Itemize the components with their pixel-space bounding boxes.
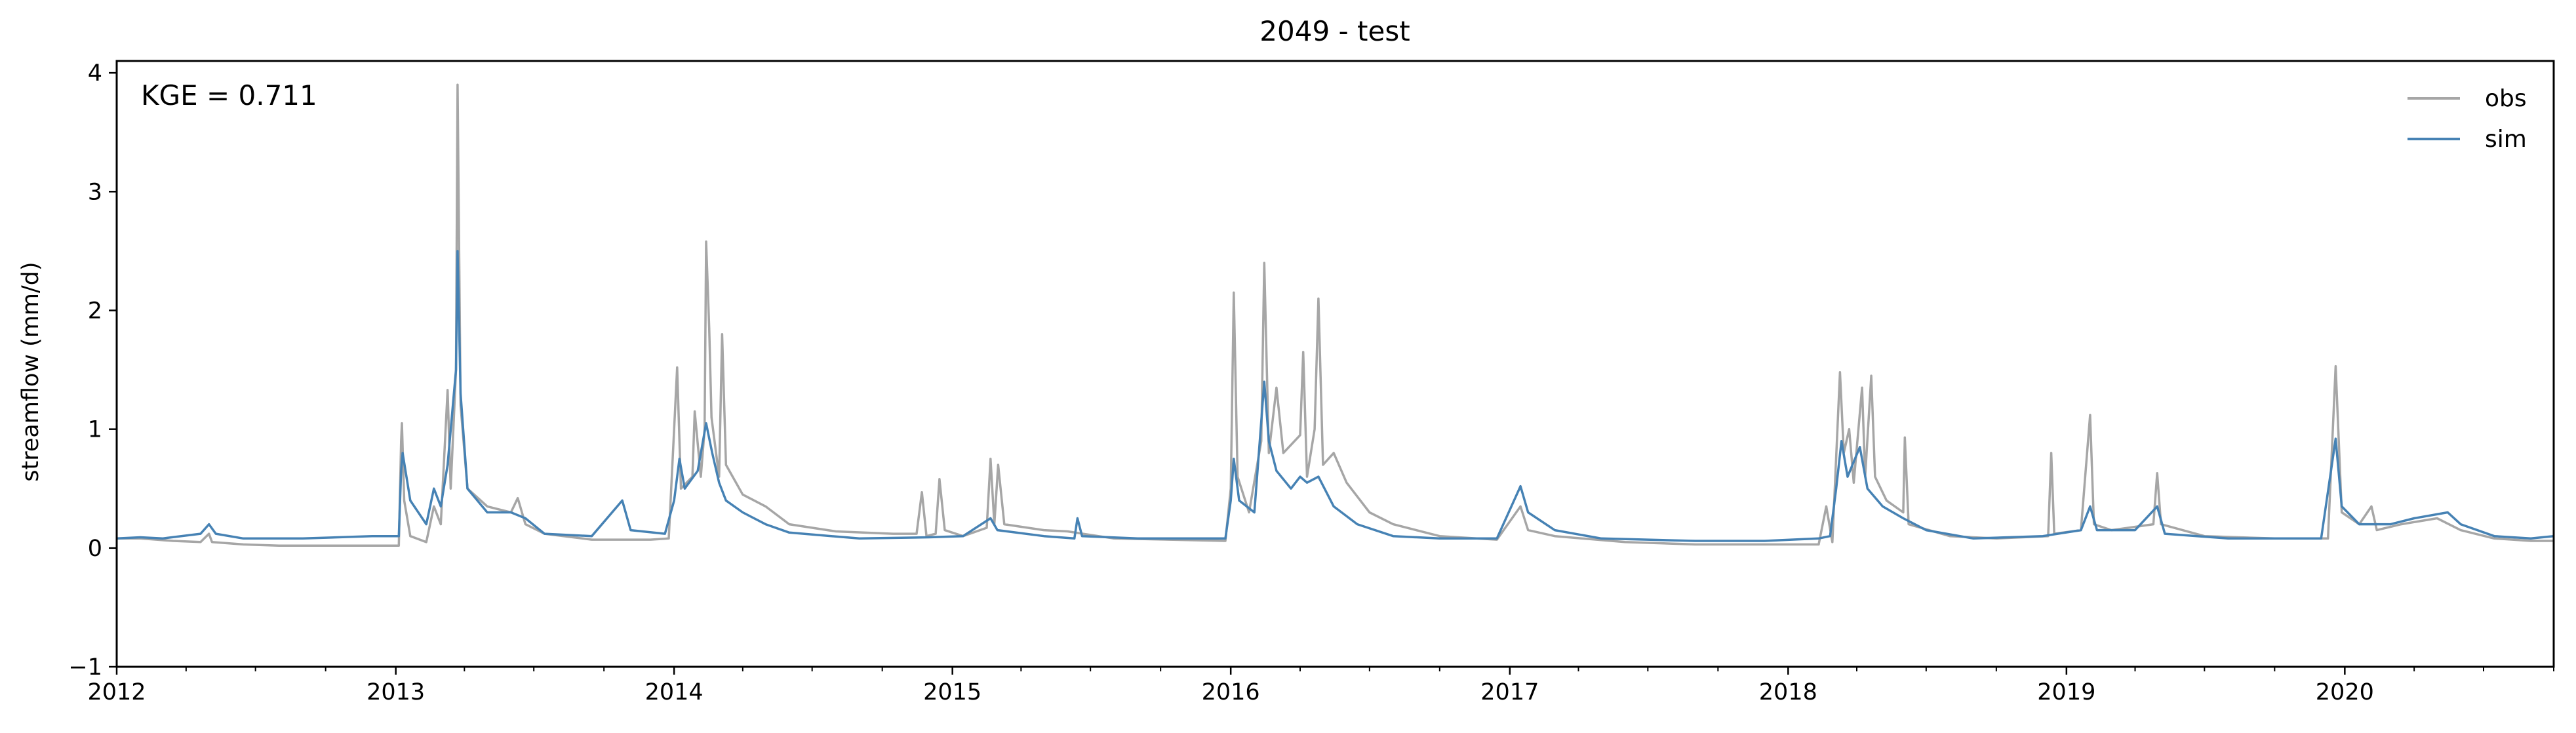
legend-label-obs: obs bbox=[2485, 85, 2527, 112]
chart-title: 2049 - test bbox=[1259, 15, 1410, 47]
x-tick-label: 2020 bbox=[2316, 679, 2374, 705]
y-tick-label: −1 bbox=[68, 654, 102, 681]
x-tick-label: 2017 bbox=[1480, 679, 1539, 705]
x-tick-label: 2013 bbox=[367, 679, 425, 705]
x-tick-label: 2016 bbox=[1202, 679, 1260, 705]
x-tick-label: 2012 bbox=[87, 679, 146, 705]
x-tick-label: 2015 bbox=[923, 679, 981, 705]
y-tick-label: 4 bbox=[88, 60, 102, 87]
x-tick-label: 2018 bbox=[1759, 679, 1817, 705]
series-line-obs bbox=[117, 83, 2554, 547]
legend: obs sim bbox=[2408, 85, 2527, 153]
kge-annotation: KGE = 0.711 bbox=[141, 79, 317, 111]
x-axis: 2012 2013 2014 2015 2016 2017 2018 2019 2020 bbox=[87, 667, 2554, 705]
legend-label-sim: sim bbox=[2485, 126, 2527, 153]
plot-frame bbox=[115, 60, 2555, 668]
y-axis-label: streamflow (mm/d) bbox=[18, 262, 44, 481]
y-axis: −1 0 1 2 3 4 bbox=[68, 60, 117, 681]
plot-lines bbox=[116, 83, 2554, 547]
y-tick-label: 1 bbox=[88, 417, 102, 443]
y-tick-label: 3 bbox=[88, 179, 102, 205]
x-tick-label: 2019 bbox=[2037, 679, 2095, 705]
x-tick-label: 2014 bbox=[645, 679, 703, 705]
series-line-sim bbox=[116, 250, 2554, 542]
y-tick-label: 2 bbox=[88, 298, 102, 324]
y-tick-label: 0 bbox=[88, 536, 102, 562]
